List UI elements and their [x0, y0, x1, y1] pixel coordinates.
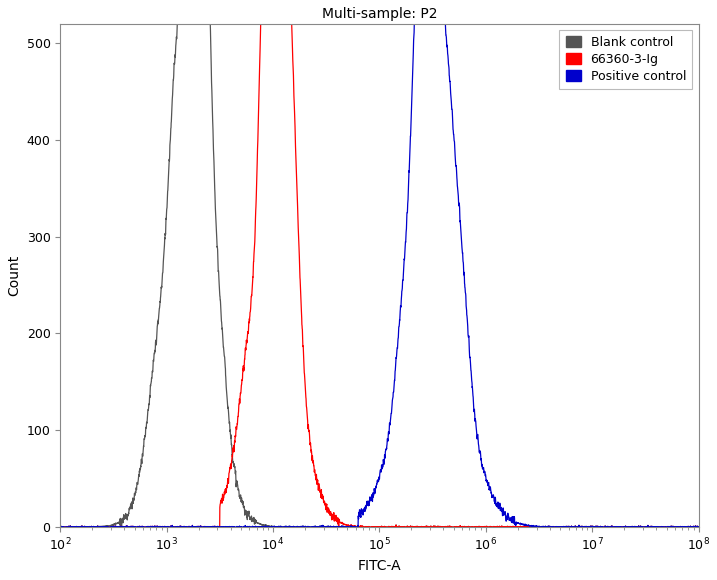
- Line: Blank control: Blank control: [60, 0, 698, 527]
- Blank control: [643, 524, 652, 531]
- Blank control: [675, 523, 683, 530]
- Line: 66360-3-Ig: 66360-3-Ig: [60, 0, 698, 527]
- 66360-3-Ig: [520, 524, 528, 531]
- Positive control: [324, 523, 333, 530]
- X-axis label: FITC-A: FITC-A: [358, 559, 402, 573]
- 66360-3-Ig: [499, 524, 508, 531]
- Positive control: [234, 524, 242, 531]
- 66360-3-Ig: [694, 523, 703, 530]
- Blank control: [694, 523, 703, 530]
- Legend: Blank control, 66360-3-Ig, Positive control: Blank control, 66360-3-Ig, Positive cont…: [559, 30, 693, 89]
- 66360-3-Ig: [359, 523, 368, 530]
- Positive control: [643, 524, 652, 531]
- Blank control: [324, 523, 333, 530]
- Blank control: [329, 523, 338, 530]
- 66360-3-Ig: [675, 523, 683, 530]
- Positive control: [359, 506, 368, 513]
- Positive control: [675, 523, 683, 530]
- Blank control: [499, 524, 508, 531]
- Title: Multi-sample: P2: Multi-sample: P2: [322, 7, 437, 21]
- Positive control: [694, 523, 703, 530]
- Blank control: [520, 524, 528, 531]
- 66360-3-Ig: [643, 524, 652, 531]
- Positive control: [329, 523, 338, 530]
- 66360-3-Ig: [56, 523, 65, 530]
- Blank control: [56, 523, 65, 530]
- Y-axis label: Count: Count: [7, 255, 21, 296]
- Line: Positive control: Positive control: [60, 0, 698, 527]
- Blank control: [359, 524, 368, 531]
- Positive control: [520, 521, 528, 528]
- 66360-3-Ig: [324, 505, 333, 512]
- 66360-3-Ig: [329, 510, 338, 517]
- Positive control: [56, 523, 65, 530]
